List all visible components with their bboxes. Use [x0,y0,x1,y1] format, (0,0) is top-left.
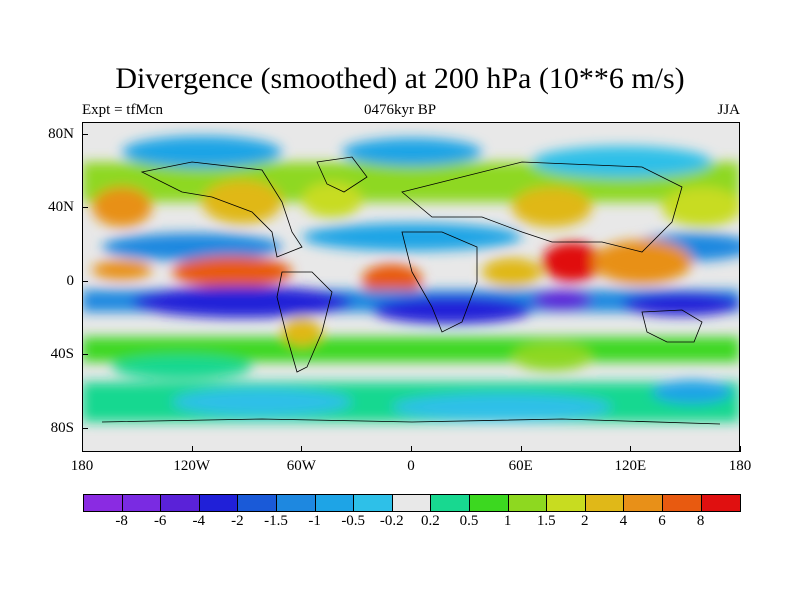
colorbar-box [624,495,663,511]
colorbar-box [84,495,123,511]
lat-label: 80N [48,126,74,142]
lon-label: 180 [70,458,94,474]
colorbar-label: 1.5 [536,513,556,529]
colorbar-label: 2 [581,513,589,529]
colorbar-box [547,495,586,511]
lon-tick [191,446,193,452]
colorbar-label: -0.2 [379,513,404,529]
lon-tick [301,446,303,452]
colorbar-label: 8 [696,513,705,529]
colorbar-label: -0.5 [341,513,366,529]
divergence-map [82,122,740,452]
colorbar-box [508,495,548,511]
colorbar-label: -4 [192,513,206,529]
colorbar-box [276,495,316,511]
lat-tick [82,428,88,429]
lon-tick [520,446,522,452]
colorbar-box [122,495,162,511]
lon-label: 60W [286,458,316,474]
period-label: 0476kyr BP [363,102,437,118]
colorbar-label: 1 [503,513,512,529]
colorbar-box [701,495,741,511]
colorbar-box [238,495,277,511]
map-title: Divergence (smoothed) at 200 hPa (10**6 … [115,62,685,95]
colorbar-box [431,495,470,511]
lon-label: 180 [728,458,752,474]
colorbar-label: -2 [231,513,244,529]
season-label: JJA [717,102,740,118]
colorbar-label: 6 [658,513,666,529]
colorbar-label: 4 [619,513,628,529]
colorbar-box [585,495,625,511]
lon-label: 120E [614,458,647,474]
colorbar-label: -6 [153,513,167,529]
colorbar-box [315,495,355,511]
lat-label: 40N [48,199,74,215]
lon-label: 120W [173,458,210,474]
colorbar-label: 0.5 [459,513,479,529]
lat-tick [82,281,88,282]
lon-label: 60E [508,458,533,474]
lon-tick [411,446,412,452]
lon-tick [740,446,741,452]
colorbar [83,494,742,512]
colorbar-box [199,495,239,511]
colorbar-box [354,495,393,511]
lat-label: 0 [66,273,75,289]
lat-tick [82,207,88,208]
lat-tick [82,134,88,135]
colorbar-label: -1 [308,513,321,529]
lat-tick [82,354,88,355]
lat-label: 40S [50,346,74,362]
colorbar-box [392,495,432,511]
lat-label: 80S [50,420,74,436]
colorbar-box [469,495,509,511]
colorbar-label: -8 [115,513,128,529]
colorbar-label: 0.2 [421,513,440,529]
lon-label: 0 [407,458,415,474]
colorbar-box [662,495,702,511]
lon-tick [82,446,83,452]
colorbar-box [161,495,200,511]
lon-tick [630,446,632,452]
colorbar-label: -1.5 [264,513,288,529]
experiment-label: Expt = tfMcn [82,102,163,118]
